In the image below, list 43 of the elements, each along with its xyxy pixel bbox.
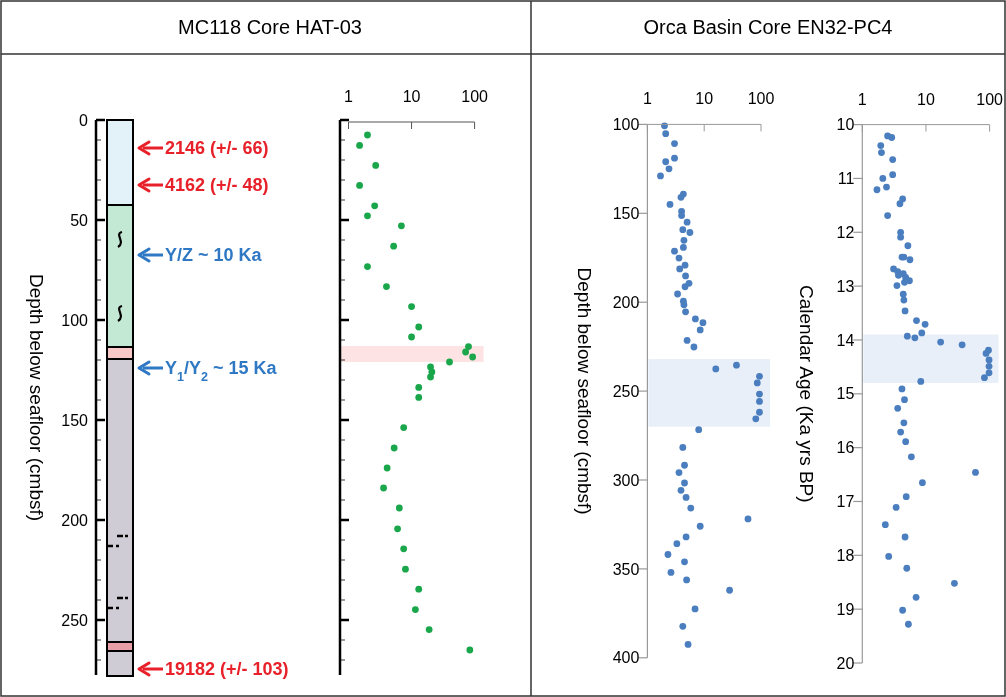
y-axis-title: Depth below seafloor (cmbsf)	[574, 267, 595, 515]
y-tick-label: 18	[836, 546, 855, 564]
x-tick-label: 1	[642, 90, 652, 108]
y-tick-label: 14	[836, 331, 855, 349]
text: 2146 (+/- 66)	[165, 138, 269, 159]
y-tick-label: 400	[612, 649, 640, 667]
y-tick-label: 100	[61, 311, 89, 329]
y-tick-label: 12	[836, 223, 855, 241]
y-tick-label: 13	[836, 277, 855, 295]
text: 19182 (+/- 103)	[165, 659, 289, 680]
y-tick-label: 150	[61, 411, 89, 429]
x-tick-label: 1	[344, 88, 354, 105]
text: Y$_{1}$/Y$_{2}$ ~ 15 Ka	[165, 358, 278, 385]
x-tick-label: 10	[917, 90, 935, 108]
text: Y/Z ~ 10 Ka	[165, 245, 263, 266]
x-tick-label: 1	[857, 90, 867, 108]
y-axis-title: Depth below seafloor (cmbsf)	[26, 273, 47, 522]
y-tick-label: 250	[61, 611, 89, 629]
y-tick-label: 10	[836, 116, 855, 134]
y-axis-title: Calendar Age (Ka yrs BP)	[796, 285, 817, 503]
y-tick-label: 11	[837, 170, 855, 188]
y-tick-label: 16	[836, 439, 855, 457]
y-tick-label: 300	[612, 471, 640, 489]
x-tick-label: 100	[747, 90, 775, 108]
x-tick-label: 100	[461, 88, 489, 105]
y-tick-label: 0	[79, 111, 89, 129]
y-tick-label: 200	[61, 511, 89, 529]
y-tick-label: 100	[612, 116, 640, 133]
y-tick-label: 350	[612, 560, 640, 578]
x-tick-label: 10	[402, 88, 421, 105]
y-tick-label: 19	[836, 600, 855, 618]
chart-title: Orca Basin Core EN32-PC4	[643, 16, 893, 38]
y-tick-label: 15	[836, 385, 855, 403]
y-tick-label: 17	[836, 493, 855, 511]
y-tick-label: 250	[612, 382, 640, 400]
text: 4162 (+/- 48)	[165, 175, 269, 196]
chart-title: MC118 Core HAT-03	[178, 16, 362, 38]
x-tick-label: 100	[976, 90, 1004, 108]
x-tick-label: 10	[695, 90, 714, 108]
y-tick-label: 150	[612, 204, 640, 222]
y-tick-label: 200	[612, 293, 640, 311]
y-tick-label: 20	[836, 654, 855, 672]
y-tick-label: 50	[70, 211, 89, 229]
